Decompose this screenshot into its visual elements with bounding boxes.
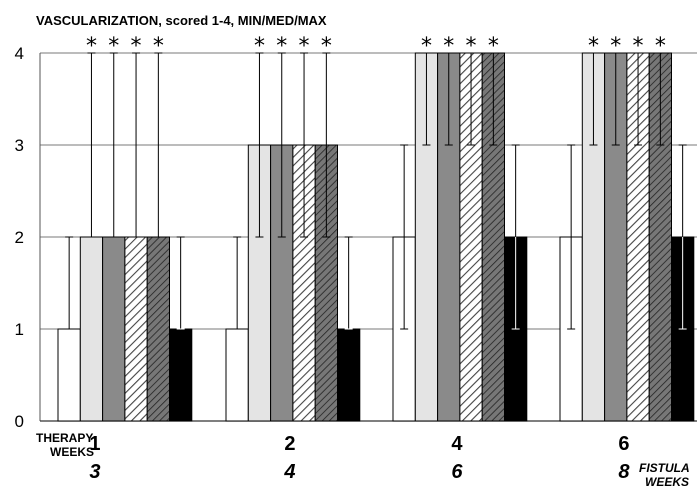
x-label-fistula-8: 8 xyxy=(618,461,630,483)
star-week-1-series-2: * xyxy=(86,34,97,59)
y-tick-labels: 0 1 2 3 4 xyxy=(15,44,24,431)
y-tick-1: 1 xyxy=(15,320,24,339)
error-bars xyxy=(65,52,687,330)
bar-week-1-series-6 xyxy=(169,328,193,422)
star-week-4-series-3: * xyxy=(443,34,454,59)
star-week-1-series-5: * xyxy=(153,34,164,59)
row-label-fistula-weeks: WEEKS xyxy=(645,475,689,489)
bar-week-1-series-1 xyxy=(57,328,81,422)
row-label-fistula: FISTULA xyxy=(639,461,690,475)
star-week-2-series-4: * xyxy=(299,34,310,59)
row-label-weeks: WEEKS xyxy=(50,445,94,459)
x-tick-labels: 1 3 2 4 4 6 6 8 xyxy=(89,433,630,483)
bar-week-1-series-3 xyxy=(102,236,126,422)
bar-week-2-series-6 xyxy=(337,328,361,422)
x-label-therapy-6: 6 xyxy=(618,433,629,455)
y-tick-0: 0 xyxy=(15,412,24,431)
star-week-4-series-2: * xyxy=(421,34,432,59)
star-week-6-series-4: * xyxy=(633,34,644,59)
bar-week-2-series-1 xyxy=(225,328,249,422)
star-week-4-series-4: * xyxy=(466,34,477,59)
x-label-fistula-3: 3 xyxy=(89,461,100,483)
x-label-therapy-2: 2 xyxy=(284,433,295,455)
y-tick-4: 4 xyxy=(15,44,24,63)
x-label-therapy-1: 1 xyxy=(89,433,100,455)
x-label-fistula-6: 6 xyxy=(451,461,463,483)
star-week-2-series-3: * xyxy=(276,34,287,59)
star-week-1-series-4: * xyxy=(131,34,142,59)
x-label-therapy-4: 4 xyxy=(451,433,463,455)
y-tick-3: 3 xyxy=(15,136,24,155)
star-week-1-series-3: * xyxy=(108,34,119,59)
star-week-6-series-3: * xyxy=(610,34,621,59)
star-week-4-series-5: * xyxy=(488,34,499,59)
star-week-6-series-2: * xyxy=(588,34,599,59)
star-week-6-series-5: * xyxy=(655,34,666,59)
bar-week-1-series-5 xyxy=(146,236,170,422)
significance-markers: * * * * * * * * * * * * * * * * xyxy=(86,34,666,59)
row-label-therapy: THERAPY xyxy=(36,431,93,445)
y-tick-2: 2 xyxy=(15,228,24,247)
bar-week-1-series-4 xyxy=(124,236,148,422)
bar-week-1-series-2 xyxy=(79,236,104,422)
star-week-2-series-5: * xyxy=(321,34,332,59)
x-label-fistula-4: 4 xyxy=(283,461,295,483)
star-week-2-series-2: * xyxy=(254,34,265,59)
chart-title: VASCULARIZATION, scored 1-4, MIN/MED/MAX xyxy=(36,13,327,28)
